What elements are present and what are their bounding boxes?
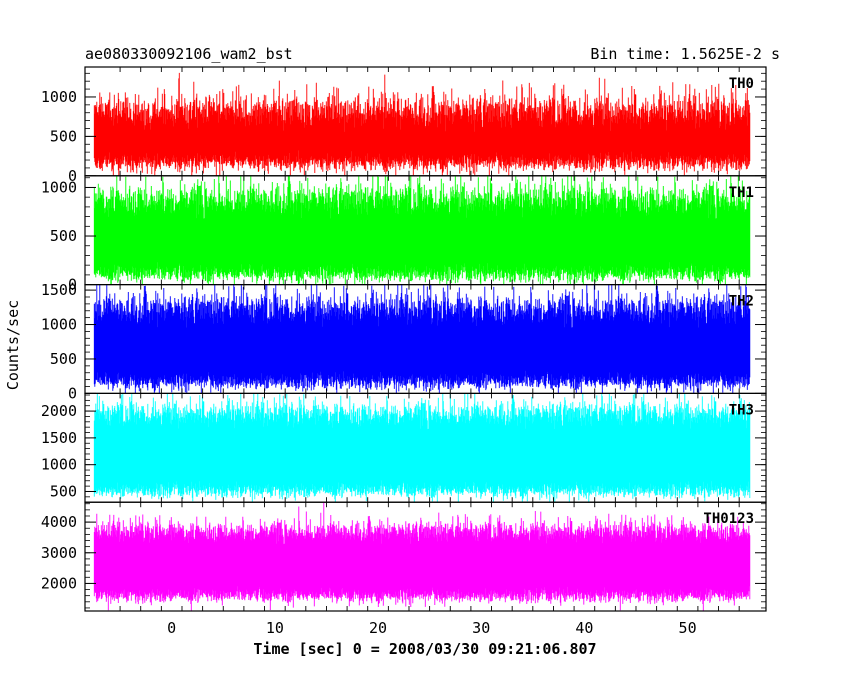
y-tick-label: 1000 xyxy=(41,456,77,474)
x-tick-label: 30 xyxy=(472,619,490,637)
x-tick-label: 50 xyxy=(679,619,697,637)
y-tick-label: 1500 xyxy=(41,429,77,447)
panel-label: TH0 xyxy=(729,76,754,92)
x-tick-label: 0 xyxy=(167,619,176,637)
y-tick-label: 0 xyxy=(68,276,77,294)
y-tick-label: 1500 xyxy=(41,281,77,299)
panel-label: TH0123 xyxy=(703,511,754,527)
x-tick-label: 40 xyxy=(575,619,593,637)
series-th0123 xyxy=(93,502,751,611)
panel-frame xyxy=(84,501,767,612)
x-axis-label: Time [sec] 0 = 2008/03/30 09:21:06.807 xyxy=(253,640,596,658)
series-th2 xyxy=(93,284,751,394)
series-th3 xyxy=(93,393,751,503)
y-tick-label: 500 xyxy=(50,127,77,145)
series-th1 xyxy=(93,175,751,285)
series-th0 xyxy=(93,72,751,176)
panel-th0: 0 500 1000 TH0 xyxy=(41,66,767,185)
panel-label: TH3 xyxy=(729,402,754,418)
x-tick-label: 10 xyxy=(266,619,284,637)
y-tick-label: 3000 xyxy=(41,544,77,562)
y-tick-label: 4000 xyxy=(41,513,77,531)
x-tick-label: 20 xyxy=(369,619,387,637)
panel-th1: 0 500 1000 TH1 xyxy=(41,175,767,294)
y-tick-label: 500 xyxy=(50,482,77,500)
chart-title-right: Bin time: 1.5625E-2 s xyxy=(590,45,780,63)
y-tick-label: 1000 xyxy=(41,316,77,334)
y-tick-label: 2000 xyxy=(41,574,77,592)
y-tick-label: 500 xyxy=(50,227,77,245)
y-tick-label: 500 xyxy=(50,350,77,368)
panel-label: TH2 xyxy=(729,294,754,310)
y-tick-label: 0 xyxy=(68,384,77,402)
panel-th3: 500 1000 1500 2000 TH3 xyxy=(41,392,767,503)
panel-label: TH1 xyxy=(729,185,754,201)
y-tick-label: 0 xyxy=(68,167,77,185)
panel-th0123: 2000 3000 4000 TH0123 xyxy=(41,501,767,612)
x-axis: 0 10 20 30 40 50 xyxy=(167,619,696,637)
y-tick-label: 2000 xyxy=(41,402,77,420)
panel-th2: 0 500 1000 1500 TH2 xyxy=(41,281,767,402)
panels-group: 0 500 1000 TH0 0 500 1000 TH1 0 500 1000 1500 TH2 500… xyxy=(41,66,767,612)
y-tick-label: 1000 xyxy=(41,88,77,106)
y-tick-label: 1000 xyxy=(41,178,77,196)
chart-title-left: ae080330092106_wam2_bst xyxy=(85,45,293,63)
y-axis-label: Counts/sec xyxy=(4,300,22,390)
